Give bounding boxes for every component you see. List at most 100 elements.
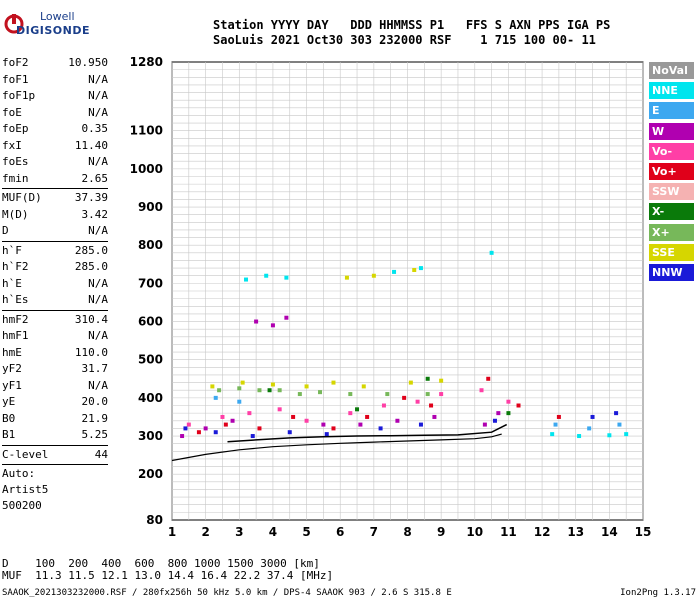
separator: [2, 309, 108, 311]
data-point-nne: [264, 273, 269, 278]
y-tick-label: 600: [138, 315, 163, 329]
param-row: D N/A: [2, 224, 108, 241]
legend-item-x: X+: [649, 223, 694, 241]
data-point-vo: [402, 395, 407, 400]
param-row: foEp 0.35: [2, 122, 108, 139]
x-tick-label: 10: [466, 525, 483, 539]
data-point-x: [348, 392, 353, 397]
y-tick-label: 80: [146, 513, 163, 527]
data-point-nnw: [324, 432, 329, 437]
data-point-w: [270, 323, 275, 328]
data-point-vo: [348, 411, 353, 416]
data-point-nne: [577, 434, 582, 439]
param-value: 0.35: [81, 122, 109, 135]
param-value: N/A: [88, 293, 108, 306]
param-key: foE: [2, 105, 22, 119]
param-row: fmin 2.65: [2, 172, 108, 189]
param-row: h`Es N/A: [2, 293, 108, 310]
data-point-vo: [257, 426, 262, 431]
data-point-vo: [439, 392, 444, 397]
data-point-nne: [624, 432, 629, 437]
param-row: h`F 285.0: [2, 244, 108, 261]
legend-item-nne: NNE: [649, 82, 694, 100]
data-point-e: [553, 422, 558, 427]
data-point-nne: [489, 250, 494, 255]
legend-item-vo: Vo-: [649, 142, 694, 160]
data-point-nne: [244, 277, 249, 282]
data-point-w: [230, 418, 235, 423]
data-point-vo: [247, 411, 252, 416]
data-point-x: [506, 411, 511, 416]
x-tick-label: 7: [370, 525, 378, 539]
param-value: N/A: [88, 276, 108, 290]
logo-line2: DIGISONDE: [16, 24, 90, 37]
data-point-w: [395, 418, 400, 423]
x-tick-label: 6: [336, 525, 344, 539]
data-point-e: [617, 422, 622, 427]
data-point-vo: [223, 422, 228, 427]
param-key: D: [2, 224, 9, 237]
data-point-x: [425, 376, 430, 381]
logo-mark-icon: [4, 14, 24, 34]
x-tick-label: 11: [500, 525, 517, 539]
param-row: hmE 110.0: [2, 346, 108, 363]
data-point-vo: [429, 403, 434, 408]
data-point-x: [318, 390, 323, 395]
data-point-e: [587, 426, 592, 431]
param-value: 20.0: [81, 395, 109, 408]
autoscale-line: 500200: [2, 499, 42, 512]
param-key: C-level: [2, 447, 49, 461]
header-line2: SaoLuis 2021 Oct30 303 232000 RSF 1 715 …: [213, 33, 596, 47]
data-point-nne: [550, 432, 555, 437]
data-point-vo: [486, 376, 491, 381]
station-header: Station YYYY DAY DDD HHMMSS P1 FFS S AXN…: [213, 18, 610, 48]
data-point-w: [482, 422, 487, 427]
param-value: 5.25: [81, 428, 109, 441]
logo-line1: Lowell: [40, 10, 75, 23]
y-tick-label: 1280: [130, 55, 163, 69]
data-point-vo: [304, 418, 309, 423]
data-point-x: [297, 392, 302, 397]
x-tick-label: 8: [403, 525, 411, 539]
data-point-w: [358, 422, 363, 427]
data-point-w: [254, 319, 259, 324]
legend-item-w: W: [649, 122, 694, 140]
param-row: h`F2 285.0: [2, 260, 108, 277]
param-key: M(D): [2, 207, 29, 221]
param-key: B0: [2, 411, 16, 425]
data-point-nnw: [378, 426, 383, 431]
param-key: h`F: [2, 243, 22, 257]
data-point-x: [277, 388, 282, 393]
x-tick-label: 4: [269, 525, 277, 539]
param-row: h`E N/A: [2, 277, 108, 294]
param-value: 10.950: [68, 56, 108, 69]
param-key: yE: [2, 395, 16, 408]
param-row: B1 5.25: [2, 428, 108, 445]
y-tick-label: 200: [138, 467, 163, 481]
y-tick-label: 400: [138, 391, 163, 405]
muf-table: D 100 200 400 600 800 1000 1500 3000 [km…: [2, 558, 333, 582]
data-point-vo: [220, 414, 225, 419]
param-row: MUF(D) 37.39: [2, 191, 108, 208]
param-value: N/A: [88, 72, 108, 86]
data-point-sse: [210, 384, 215, 389]
y-tick-label: 500: [138, 353, 163, 367]
data-point-nnw: [418, 422, 423, 427]
data-point-x: [217, 388, 222, 393]
param-key: h`E: [2, 276, 22, 290]
param-row: M(D) 3.42: [2, 208, 108, 225]
param-key: foF1: [2, 72, 29, 86]
param-value: N/A: [88, 224, 108, 237]
y-tick-label: 700: [138, 276, 163, 290]
muf-value-row: MUF 11.3 11.5 12.1 13.0 14.4 16.4 22.2 3…: [2, 569, 334, 582]
data-point-vo: [186, 422, 191, 427]
param-value: 31.7: [81, 362, 109, 375]
x-tick-label: 12: [534, 525, 551, 539]
data-point-nnw: [213, 430, 218, 435]
data-point-sse: [439, 378, 444, 383]
data-point-x: [385, 392, 390, 397]
param-value: 11.40: [74, 138, 108, 152]
param-value: 110.0: [74, 345, 108, 359]
param-value: 44: [94, 447, 108, 461]
